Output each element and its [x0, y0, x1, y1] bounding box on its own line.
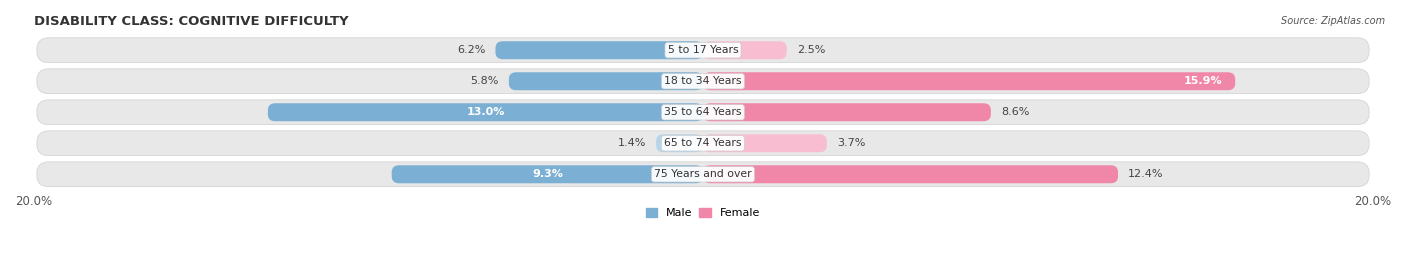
- Text: 2.5%: 2.5%: [797, 45, 825, 55]
- Text: DISABILITY CLASS: COGNITIVE DIFFICULTY: DISABILITY CLASS: COGNITIVE DIFFICULTY: [34, 15, 349, 28]
- FancyBboxPatch shape: [37, 69, 1369, 94]
- FancyBboxPatch shape: [703, 103, 991, 121]
- FancyBboxPatch shape: [509, 72, 703, 90]
- Text: 75 Years and over: 75 Years and over: [654, 169, 752, 179]
- FancyBboxPatch shape: [37, 38, 1369, 63]
- Legend: Male, Female: Male, Female: [647, 208, 759, 218]
- FancyBboxPatch shape: [37, 100, 1369, 125]
- FancyBboxPatch shape: [703, 165, 1118, 183]
- Text: 18 to 34 Years: 18 to 34 Years: [664, 76, 742, 86]
- Text: 65 to 74 Years: 65 to 74 Years: [664, 138, 742, 148]
- Text: 6.2%: 6.2%: [457, 45, 485, 55]
- Text: 15.9%: 15.9%: [1184, 76, 1222, 86]
- Text: 12.4%: 12.4%: [1128, 169, 1164, 179]
- FancyBboxPatch shape: [703, 41, 787, 59]
- Text: 9.3%: 9.3%: [531, 169, 562, 179]
- Text: 5.8%: 5.8%: [471, 76, 499, 86]
- FancyBboxPatch shape: [269, 103, 703, 121]
- Text: 3.7%: 3.7%: [837, 138, 865, 148]
- Text: 8.6%: 8.6%: [1001, 107, 1029, 117]
- FancyBboxPatch shape: [37, 162, 1369, 187]
- Text: 13.0%: 13.0%: [467, 107, 505, 117]
- Text: 35 to 64 Years: 35 to 64 Years: [664, 107, 742, 117]
- FancyBboxPatch shape: [37, 131, 1369, 156]
- Text: 1.4%: 1.4%: [617, 138, 647, 148]
- FancyBboxPatch shape: [703, 134, 827, 152]
- FancyBboxPatch shape: [392, 165, 703, 183]
- FancyBboxPatch shape: [495, 41, 703, 59]
- Text: 5 to 17 Years: 5 to 17 Years: [668, 45, 738, 55]
- Text: Source: ZipAtlas.com: Source: ZipAtlas.com: [1281, 16, 1385, 26]
- FancyBboxPatch shape: [657, 134, 703, 152]
- FancyBboxPatch shape: [703, 72, 1236, 90]
